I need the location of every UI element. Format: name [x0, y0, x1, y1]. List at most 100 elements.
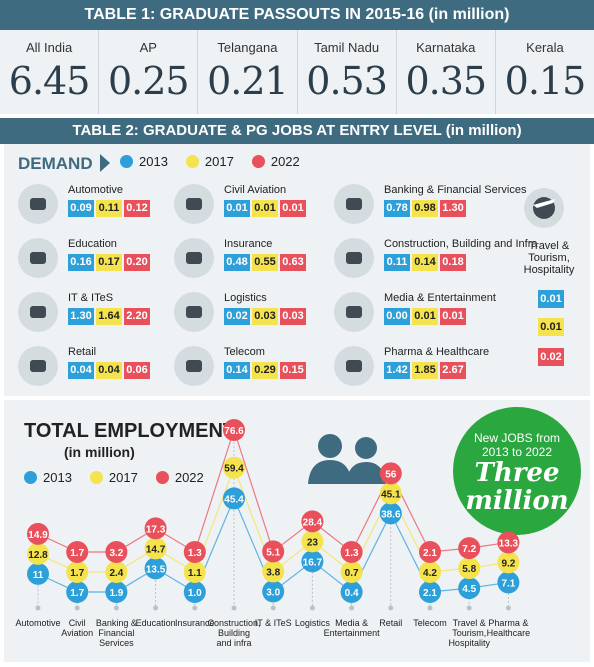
state-cell: AP 0.25	[99, 30, 199, 114]
axis-tick	[349, 605, 355, 611]
category-label: Telecom	[413, 618, 447, 628]
buildings-icon	[334, 238, 374, 278]
data-point-2013	[66, 581, 89, 603]
category-label: IT & ITeS	[255, 618, 292, 628]
headset-icon	[18, 292, 58, 332]
data-label-2022: 2.1	[423, 548, 437, 559]
bank-icon	[334, 184, 374, 224]
shopping-cart-icon	[18, 346, 58, 386]
data-point-2017	[105, 561, 128, 583]
state-value: 6.45	[8, 59, 91, 103]
data-label-2017: 2.4	[109, 568, 123, 579]
sector-value-2017: 0.14	[412, 254, 438, 271]
sector-value-2013: 0.04	[68, 362, 94, 379]
television-icon	[334, 292, 374, 332]
sector-value-2022: 0.01	[440, 308, 466, 325]
data-label-2013: 3.0	[266, 587, 280, 598]
data-point-2022	[301, 510, 324, 533]
data-label-2017: 3.8	[266, 567, 280, 578]
data-point-2017	[340, 561, 363, 583]
data-label-2017: 59.4	[224, 464, 244, 475]
state-name: All India	[25, 40, 73, 55]
sector-value-2017: 0.03	[252, 308, 278, 325]
sector-value-2022: 0.12	[124, 200, 150, 217]
sector-value-2022: 0.15	[280, 362, 306, 379]
legend-2022: 2022	[251, 154, 300, 169]
truck-icon	[174, 292, 214, 332]
sector-value-2022: 0.63	[280, 254, 306, 271]
data-label-2017: 0.7	[345, 568, 359, 579]
sector-name: Logistics	[224, 292, 267, 304]
employment-chart: 11 1.7 1.9 13.5 1.0 45.4 3.0 16.7 0.4 38.6 2.1 4.5 7…	[15, 419, 530, 648]
axis-tick	[388, 605, 394, 611]
demand-legend: 2013 2017 2022	[120, 154, 318, 169]
chart-subtitle: (in million)	[64, 444, 135, 460]
car-mechanic-icon	[18, 184, 58, 224]
legend-label: 2017	[204, 154, 234, 169]
sector-value-2022: 2.20	[124, 308, 150, 325]
axis-tick	[231, 605, 237, 611]
sector-name: Civil Aviation	[224, 184, 287, 196]
data-point-2017	[262, 560, 285, 583]
data-label-2013: 2.1	[423, 588, 437, 599]
state-cell: Telangana 0.21	[198, 30, 298, 114]
sector-value-2013: 1.30	[68, 308, 94, 325]
sector-values: 0.00 0.01 0.01	[384, 308, 468, 325]
phone-icon	[174, 346, 214, 386]
legend-dot-icon	[155, 471, 169, 484]
data-label-2017: 23	[307, 537, 319, 548]
data-point-2017	[66, 561, 89, 583]
data-label-2013: 1.0	[188, 588, 202, 599]
data-point-2022	[340, 541, 363, 563]
sector-values: 0.48 0.55 0.63	[224, 254, 308, 271]
sector-value-2022: 1.30	[440, 200, 466, 217]
data-label-2013: 7.1	[501, 578, 515, 589]
data-point-2022	[262, 540, 285, 563]
state-cell: Tamil Nadu 0.53	[298, 30, 397, 114]
sector-value-2013: 0.48	[224, 254, 250, 271]
state-value: 0.35	[405, 59, 487, 103]
sector-name: Banking & Financial Services	[384, 184, 527, 196]
data-point-2017	[301, 530, 324, 553]
state-name: AP	[139, 40, 157, 55]
student-icon	[18, 238, 58, 278]
state-passouts-row: All India 6.45 AP 0.25 Telangana 0.21 Tamil…	[0, 30, 594, 114]
state-cell: All India 6.45	[0, 30, 100, 114]
data-point-2017	[144, 537, 167, 560]
table2-title: TABLE 2: GRADUATE & PG JOBS AT ENTRY LEV…	[0, 118, 594, 144]
axis-tick	[35, 605, 41, 611]
axis-tick	[113, 605, 119, 611]
sector-value-2022: 0.06	[124, 362, 150, 379]
sector-name: Construction, Building and Infra	[384, 238, 538, 250]
legend-dot-icon	[251, 155, 265, 168]
data-label-2013: 0.4	[345, 588, 359, 599]
legend-label: 2013	[139, 154, 168, 169]
axis-tick	[153, 605, 159, 611]
data-point-2022	[497, 531, 520, 554]
sector-value-2013: 1.42	[384, 362, 410, 379]
series-line-2022	[37, 428, 509, 553]
data-point-2013	[340, 581, 363, 603]
sector-value-2017: 0.04	[96, 362, 122, 379]
sector-value-2017: 1.85	[412, 362, 438, 379]
data-label-2022: 14.9	[28, 530, 48, 541]
badge-line2: 2013 to 2022	[481, 445, 553, 459]
data-label-2022: 76.6	[224, 426, 244, 437]
data-label-2017: 14.7	[146, 544, 166, 555]
category-label: Logistics	[295, 618, 331, 628]
people-icon	[298, 428, 394, 489]
table1-title: TABLE 1: GRADUATE PASSOUTS IN 2015-16 (i…	[0, 0, 594, 30]
sector-value-2022: 2.67	[440, 362, 466, 379]
legend-2013: 2013	[24, 470, 72, 485]
legend-dot-icon	[120, 155, 133, 168]
sector-values: 0.78 0.98 1.30	[384, 200, 468, 217]
data-label-2013: 13.5	[146, 564, 166, 575]
data-point-2022	[458, 537, 481, 560]
state-value: 0.21	[207, 59, 289, 103]
data-point-2013	[301, 550, 324, 573]
data-label-2022: 3.2	[109, 548, 123, 559]
state-value: 0.25	[107, 59, 190, 103]
state-name: Tamil Nadu	[314, 40, 380, 55]
data-point-2022	[105, 541, 128, 563]
globe-plane-icon	[524, 188, 564, 228]
